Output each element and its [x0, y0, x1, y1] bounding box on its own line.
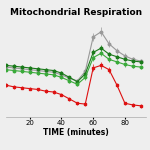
X-axis label: TIME (minutes): TIME (minutes) — [43, 128, 109, 137]
Title: Mitochondrial Respiration: Mitochondrial Respiration — [10, 8, 142, 17]
